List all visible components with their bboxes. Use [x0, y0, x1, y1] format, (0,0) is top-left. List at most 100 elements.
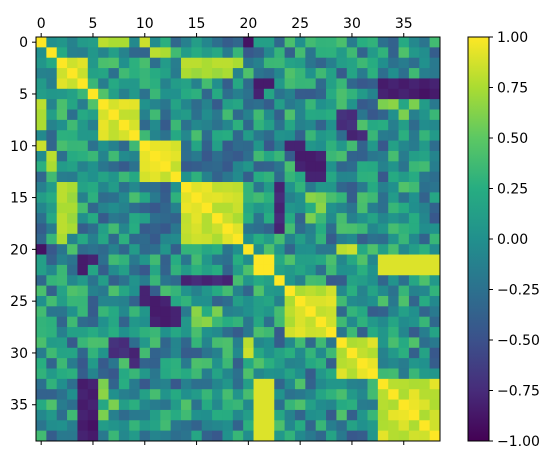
heatmap-cell: [367, 368, 379, 380]
heatmap-cell: [108, 233, 120, 245]
heatmap-cell: [129, 347, 140, 359]
heatmap-cell: [294, 295, 306, 307]
heatmap-cell: [243, 368, 254, 380]
heatmap-cell: [191, 347, 203, 359]
heatmap-cell: [129, 358, 140, 369]
heatmap-cell: [336, 68, 348, 79]
heatmap-cell: [181, 233, 192, 245]
heatmap-cell: [36, 119, 47, 131]
heatmap-cell: [191, 99, 203, 110]
heatmap-cell: [212, 295, 223, 307]
heatmap-cell: [139, 347, 151, 359]
heatmap-cell: [263, 182, 275, 193]
heatmap-cell: [367, 420, 379, 432]
heatmap-cell: [284, 182, 296, 193]
heatmap-cell: [160, 327, 172, 338]
heatmap-cell: [98, 192, 109, 204]
heatmap-cell: [139, 150, 151, 162]
heatmap-cell: [201, 347, 213, 359]
heatmap-cell: [139, 420, 151, 432]
heatmap-cell: [305, 130, 317, 141]
heatmap-cell: [243, 306, 254, 318]
heatmap-cell: [284, 119, 296, 131]
heatmap-cell: [160, 47, 172, 59]
heatmap-cell: [274, 327, 286, 338]
heatmap-cell: [388, 244, 399, 255]
heatmap-cell: [108, 306, 120, 318]
heatmap-cell: [46, 254, 58, 266]
heatmap-cell: [336, 78, 348, 90]
heatmap-cell: [388, 88, 399, 100]
heatmap-cell: [294, 399, 306, 411]
heatmap-cell: [388, 150, 399, 162]
heatmap-cell: [326, 192, 337, 204]
heatmap-cell: [305, 57, 317, 69]
heatmap-cell: [326, 285, 337, 297]
heatmap-cell: [377, 264, 389, 276]
heatmap-cell: [346, 306, 358, 318]
heatmap-cell: [398, 213, 410, 224]
heatmap-cell: [139, 285, 151, 297]
heatmap-cell: [346, 275, 358, 287]
heatmap-cell: [253, 254, 265, 266]
heatmap-cell: [56, 140, 68, 152]
heatmap-cell: [87, 306, 99, 318]
heatmap-cell: [181, 430, 192, 442]
heatmap-cell: [212, 337, 223, 349]
heatmap-cell: [315, 295, 327, 307]
heatmap-cell: [408, 182, 420, 193]
heatmap-cell: [315, 337, 327, 349]
heatmap-cell: [429, 68, 441, 79]
heatmap-cell: [419, 409, 431, 421]
heatmap-cell: [36, 378, 47, 390]
heatmap-cell: [160, 430, 172, 442]
heatmap-cell: [429, 130, 441, 141]
heatmap-cell: [170, 99, 182, 110]
heatmap-cell: [46, 389, 58, 400]
heatmap-cell: [315, 275, 327, 287]
heatmap-cell: [160, 337, 172, 349]
heatmap-cell: [36, 316, 47, 328]
heatmap-cell: [367, 233, 379, 245]
heatmap-cell: [253, 213, 265, 224]
heatmap-cell: [139, 389, 151, 400]
heatmap-cell: [46, 316, 58, 328]
heatmap-cell: [98, 171, 109, 183]
heatmap-cell: [46, 140, 58, 152]
heatmap-cell: [87, 368, 99, 380]
heatmap-cell: [243, 78, 254, 90]
heatmap-cell: [274, 254, 286, 266]
heatmap-cell: [201, 88, 213, 100]
heatmap-cell: [408, 285, 420, 297]
heatmap-cell: [77, 409, 89, 421]
heatmap-cell: [191, 244, 203, 255]
heatmap-cell: [326, 130, 337, 141]
heatmap-cell: [346, 192, 358, 204]
heatmap-cell: [232, 327, 244, 338]
heatmap-cell: [388, 47, 399, 59]
heatmap-cell: [118, 140, 130, 152]
heatmap-cell: [170, 150, 182, 162]
heatmap-cell: [98, 285, 109, 297]
heatmap-cell: [149, 213, 161, 224]
heatmap-cell: [253, 285, 265, 297]
heatmap-cell: [388, 119, 399, 131]
heatmap-cell: [56, 264, 68, 276]
heatmap-cell: [377, 150, 389, 162]
heatmap-cell: [46, 182, 58, 193]
heatmap-cell: [129, 295, 140, 307]
heatmap-cell: [232, 68, 244, 79]
heatmap-cell: [129, 223, 140, 235]
heatmap-cell: [77, 378, 89, 390]
heatmap-cell: [129, 316, 140, 328]
heatmap-cell: [77, 337, 89, 349]
heatmap-cell: [129, 409, 140, 421]
heatmap-cell: [377, 306, 389, 318]
heatmap-cell: [129, 378, 140, 390]
heatmap-cell: [160, 264, 172, 276]
heatmap-cell: [160, 244, 172, 255]
heatmap-cell: [429, 47, 441, 59]
heatmap-cell: [326, 68, 337, 79]
heatmap-cell: [181, 37, 192, 48]
heatmap-cell: [305, 37, 317, 48]
